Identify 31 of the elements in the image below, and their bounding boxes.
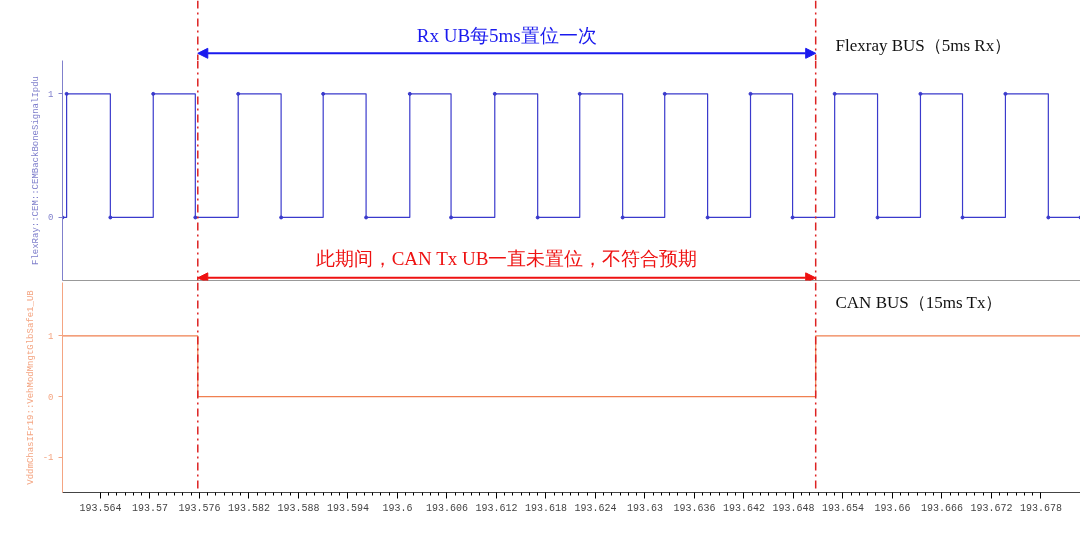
x-tick-label: 193.624 — [574, 502, 617, 514]
text: Rx UB每5ms置位一次 — [416, 24, 597, 46]
x-tick-label: 193.6 — [382, 502, 413, 514]
x-tick-label: 193.654 — [821, 502, 864, 514]
x-tick-label: 193.564 — [79, 502, 122, 514]
y-axis-title: VddmChasIFr19::VehModMngtGlbSafe1_UB — [25, 289, 36, 485]
series-label: CAN BUS（15ms Tx） — [835, 293, 1003, 312]
x-tick-label: 193.672 — [970, 502, 1013, 514]
x-tick-label: 193.576 — [178, 502, 221, 514]
y-tick-label: 0 — [48, 213, 54, 224]
y-axis-title: FlexRay::CEM::CEMBackBoneSignalIpdu — [31, 75, 42, 266]
y-tick-label: 0 — [48, 392, 54, 403]
x-tick-label: 193.612 — [475, 502, 518, 514]
x-tick-label: 193.594 — [326, 502, 369, 514]
y-tick-label: -1 — [42, 453, 54, 464]
x-tick-label: 193.666 — [920, 502, 963, 514]
y-tick-label: 1 — [48, 89, 54, 100]
x-tick-label: 193.606 — [425, 502, 468, 514]
x-tick-label: 193.582 — [227, 502, 270, 514]
y-tick-label: 1 — [48, 331, 54, 342]
x-tick-label: 193.618 — [524, 502, 567, 514]
x-tick-label: 193.642 — [722, 502, 765, 514]
x-tick-label: 193.66 — [874, 502, 911, 514]
x-tick-label: 193.63 — [626, 502, 663, 514]
x-tick-label: 193.636 — [673, 502, 716, 514]
annotation: 此期间，CAN Tx UB一直未置位，不符合预期 — [315, 248, 698, 269]
x-tick-label: 193.588 — [277, 502, 320, 514]
text: Flexray BUS（5ms Rx） — [835, 36, 1012, 55]
x-tick-label: 193.678 — [1019, 502, 1062, 514]
x-tick-label: 193.648 — [772, 502, 815, 514]
x-tick-label: 193.57 — [131, 502, 168, 514]
